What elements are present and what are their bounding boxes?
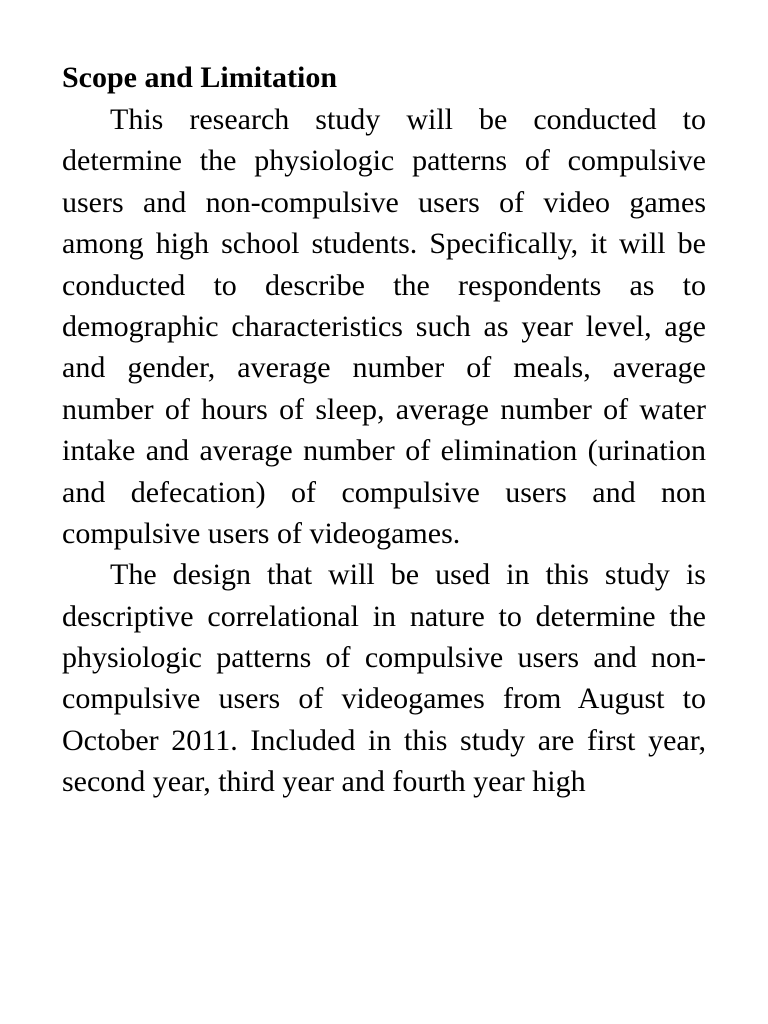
section-heading: Scope and Limitation xyxy=(62,58,706,97)
paragraph-1: This research study will be conducted to… xyxy=(62,99,706,554)
paragraph-2: The design that will be used in this stu… xyxy=(62,554,706,802)
